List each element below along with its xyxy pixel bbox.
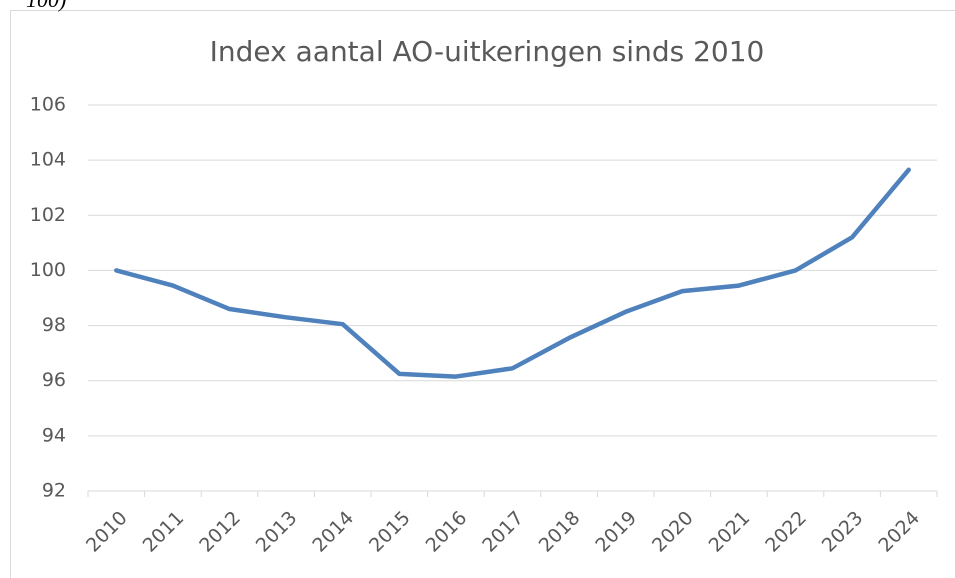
y-tick-label: 100: [30, 259, 66, 281]
y-tick-label: 96: [42, 369, 66, 391]
y-tick-label: 94: [42, 424, 66, 446]
y-tick-label: 98: [42, 314, 66, 336]
data-line: [114, 167, 911, 379]
y-tick-label: 102: [30, 204, 66, 226]
chart-title: Index aantal AO-uitkeringen sinds 2010: [210, 35, 765, 68]
chart-frame: [10, 10, 955, 578]
y-tick-label: 92: [42, 480, 66, 502]
y-tick-label: 106: [30, 94, 66, 116]
y-tick-label: 104: [30, 149, 66, 171]
caption-fragment: 100): [26, 0, 66, 12]
